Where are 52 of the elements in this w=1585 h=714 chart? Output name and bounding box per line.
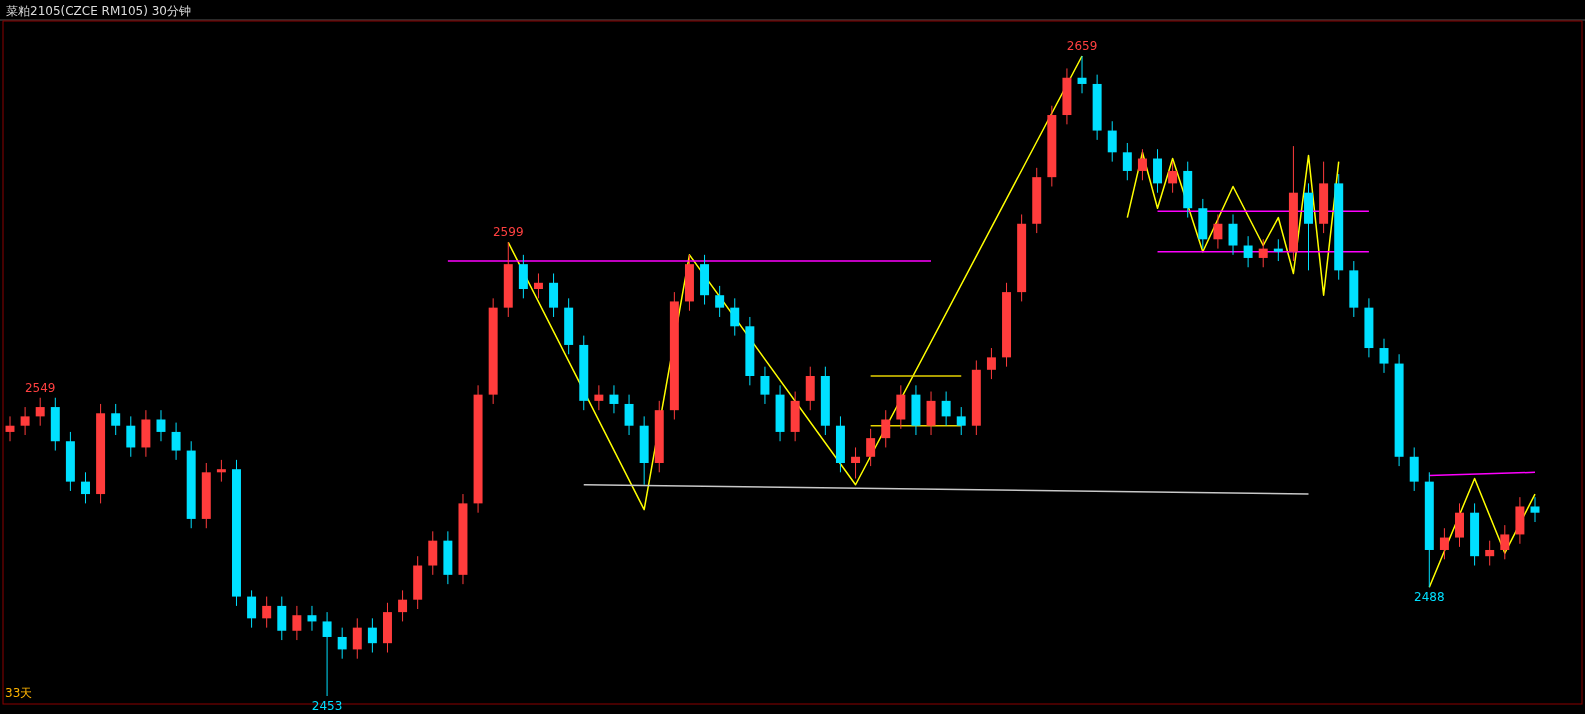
candlestick	[986, 347, 996, 380]
candlestick	[367, 617, 377, 653]
candlestick	[624, 394, 634, 436]
candlestick	[322, 611, 332, 697]
candlestick	[20, 406, 30, 436]
candlestick	[609, 384, 619, 414]
candlestick	[111, 403, 121, 436]
candlestick	[1228, 213, 1238, 256]
annotation: 2549	[24, 380, 56, 395]
candlestick	[730, 297, 740, 337]
candlestick	[35, 397, 45, 427]
candlestick	[1485, 540, 1495, 567]
candlestick	[398, 589, 408, 622]
annotation: 2659	[1066, 39, 1098, 53]
candlestick	[941, 391, 951, 427]
candlestick	[1530, 496, 1540, 523]
candlestick	[851, 446, 861, 480]
candlestick	[1273, 238, 1283, 262]
candlestick	[352, 617, 362, 660]
candlestick	[292, 605, 302, 641]
candlestick	[1213, 213, 1223, 250]
candlestick	[1258, 238, 1268, 268]
candlestick	[1243, 235, 1253, 268]
annotation: 2599	[492, 225, 524, 240]
candlestick	[881, 409, 891, 448]
candlestick	[1137, 148, 1147, 181]
chart-title: 菜粕2105(CZCE RM105) 30分钟	[6, 4, 191, 18]
candlestick	[247, 589, 257, 629]
candlestick	[866, 428, 876, 467]
candlestick	[760, 366, 770, 405]
candlestick	[337, 627, 347, 660]
candlestick	[171, 422, 181, 461]
candlestick	[1168, 161, 1178, 194]
candlestick	[307, 605, 317, 632]
candlestick	[1379, 338, 1389, 374]
candlestick	[1077, 55, 1087, 94]
candlestick	[262, 596, 272, 629]
candlestick	[126, 415, 136, 458]
candlestick	[715, 285, 725, 318]
candlestick	[956, 406, 966, 436]
candlestick	[81, 471, 90, 504]
annotation: 2488	[1414, 590, 1445, 605]
annotation: 2453	[311, 699, 343, 713]
candlestick	[1500, 524, 1510, 560]
annotation: 33天	[5, 686, 33, 700]
candlestick	[533, 272, 543, 299]
candlestick	[1107, 120, 1117, 163]
candlestick	[156, 409, 166, 442]
candlestick	[216, 459, 226, 483]
candlestick	[1122, 142, 1132, 181]
candlestick	[594, 384, 604, 411]
candlestick	[1439, 527, 1449, 560]
